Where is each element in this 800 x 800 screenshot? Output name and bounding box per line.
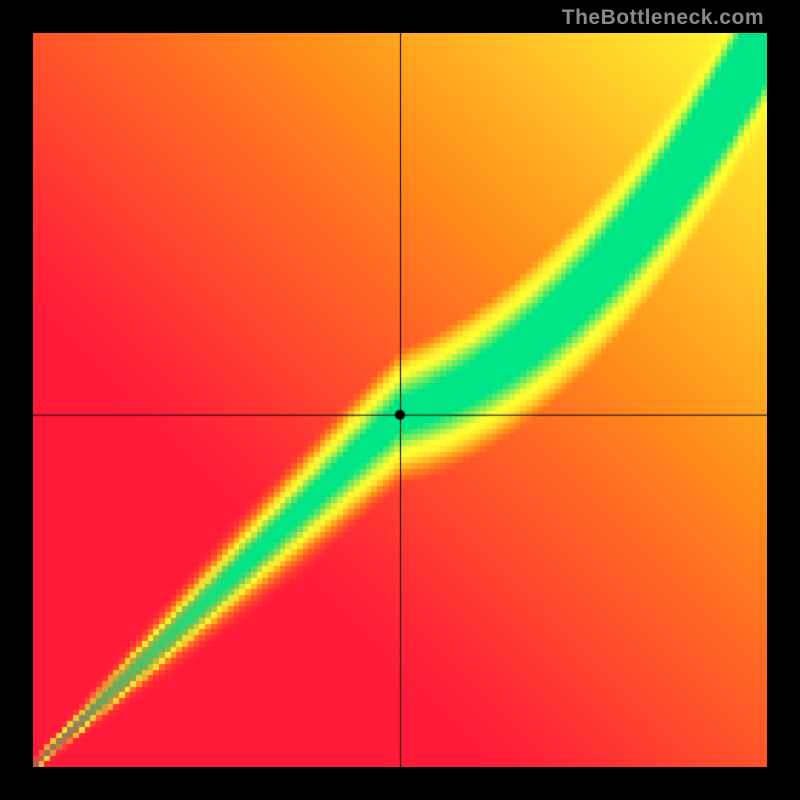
heatmap-canvas: [33, 33, 767, 767]
watermark-text: TheBottleneck.com: [562, 6, 764, 30]
heatmap-container: [33, 33, 767, 767]
